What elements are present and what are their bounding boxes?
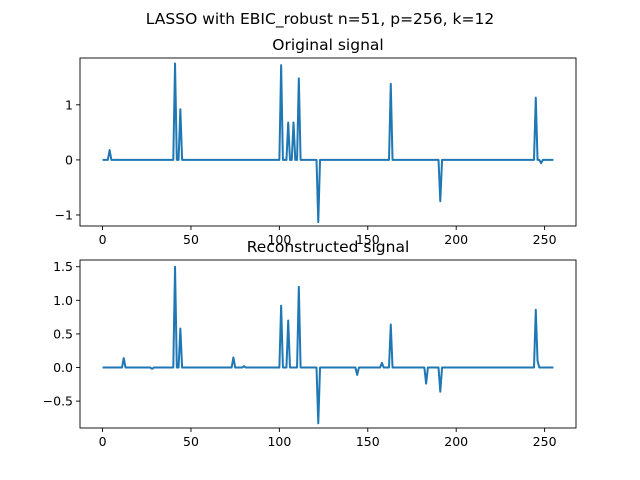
original-signal-x-tick-label-250: 250 <box>533 232 557 247</box>
reconstructed-signal-series-layer <box>102 265 554 425</box>
original-signal-x-tick-label-200: 200 <box>444 232 468 247</box>
reconstructed-signal-y-tick-label-2: 0.5 <box>53 326 73 341</box>
original-signal-y-tick-label-2: 1 <box>65 97 73 112</box>
original-signal-y-tick-label-1: 0 <box>65 152 73 167</box>
original-signal-line-0 <box>102 62 554 224</box>
reconstructed-signal-x-tick-label-0: 0 <box>99 434 107 449</box>
original-signal-panel: Original signal 0 50 100 150 200 250 −1 0 1 <box>55 36 577 247</box>
original-signal-y-axis: −1 0 1 <box>55 97 80 222</box>
original-signal-axes-frame <box>79 57 577 227</box>
reconstructed-signal-y-tick-label-4: 1.5 <box>53 259 73 274</box>
reconstructed-signal-y-tick-label-3: 1.0 <box>53 293 73 308</box>
original-signal-x-tick-label-50: 50 <box>183 232 199 247</box>
original-signal-title: Original signal <box>272 36 383 54</box>
reconstructed-signal-x-tick-label-50: 50 <box>183 434 199 449</box>
original-signal-series-layer <box>102 62 554 224</box>
original-signal-y-tick-label-0: −1 <box>55 207 73 222</box>
reconstructed-signal-x-tick-label-150: 150 <box>356 434 380 449</box>
reconstructed-signal-x-tick-label-200: 200 <box>444 434 468 449</box>
reconstructed-signal-y-tick-label-0: −0.5 <box>43 394 73 409</box>
reconstructed-signal-x-tick-label-250: 250 <box>533 434 557 449</box>
reconstructed-signal-x-axis: 0 50 100 150 200 250 <box>99 428 557 449</box>
reconstructed-signal-line-0 <box>102 265 554 425</box>
reconstructed-signal-panel: 0 50 100 150 200 250 −0.5 0.0 0.5 1.0 1.5 Reconst… <box>43 238 577 449</box>
reconstructed-signal-y-tick-label-1: 0.0 <box>53 360 73 375</box>
reconstructed-signal-title: Reconstructed signal <box>247 238 410 256</box>
reconstructed-signal-x-tick-label-100: 100 <box>267 434 291 449</box>
reconstructed-signal-axes-frame <box>79 259 577 429</box>
original-signal-x-tick-label-150: 150 <box>356 232 380 247</box>
original-signal-x-tick-label-0: 0 <box>99 232 107 247</box>
reconstructed-signal-y-axis: −0.5 0.0 0.5 1.0 1.5 <box>43 259 80 409</box>
original-signal-x-axis: 0 50 100 150 200 250 <box>99 226 557 247</box>
original-signal-x-tick-label-100: 100 <box>267 232 291 247</box>
figure-suptitle: LASSO with EBIC_robust n=51, p=256, k=12 <box>146 10 494 29</box>
